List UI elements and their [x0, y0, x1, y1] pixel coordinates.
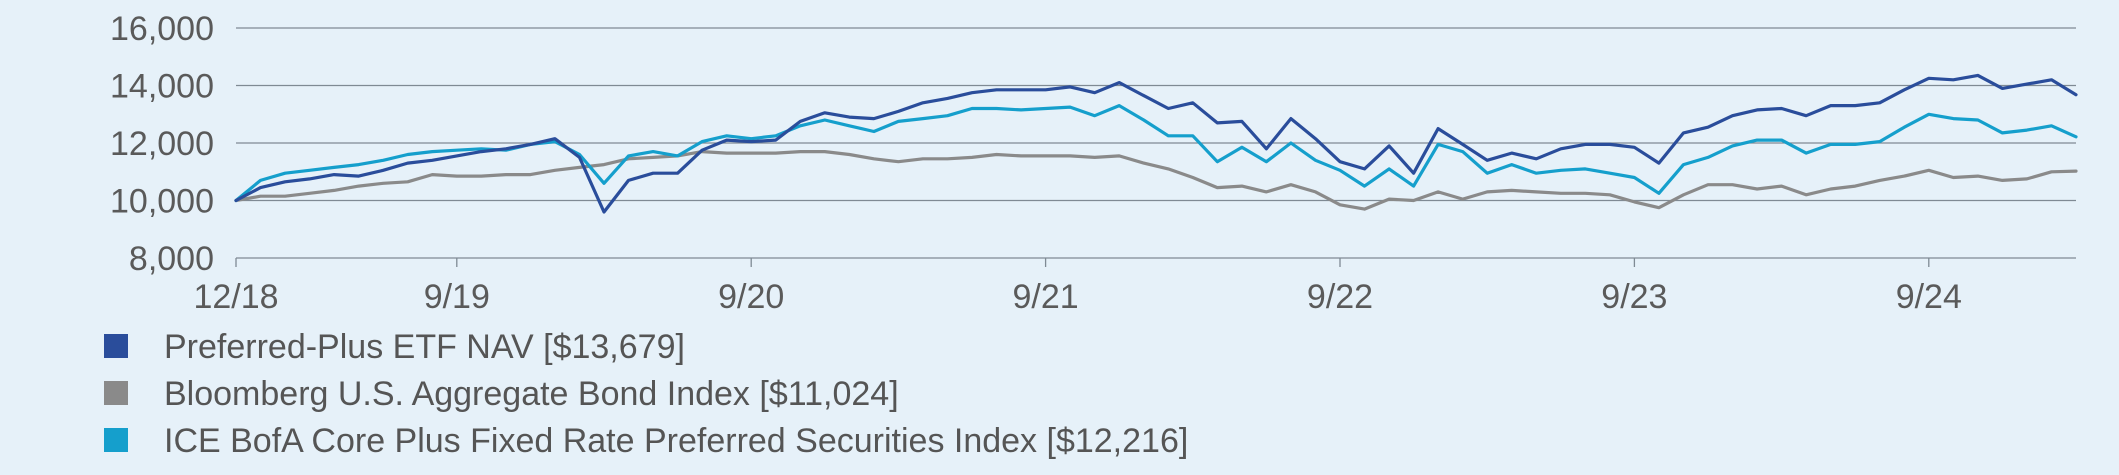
series-lines [234, 73, 2078, 214]
x-tick-label: 9/22 [1307, 278, 1373, 316]
y-tick-label: 16,000 [110, 10, 214, 48]
x-tick-label: 9/24 [1896, 278, 1962, 316]
series-line-2 [234, 103, 2078, 203]
x-tick-label: 9/23 [1601, 278, 1667, 316]
legend: Preferred-Plus ETF NAV [$13,679] Bloomber… [104, 328, 1188, 460]
x-tick-label: 12/18 [193, 278, 278, 316]
series-line-0 [234, 73, 2078, 214]
x-tick-label: 9/21 [1013, 278, 1079, 316]
legend-label-0: Preferred-Plus ETF NAV [$13,679] [164, 328, 685, 366]
x-tick-label: 9/20 [718, 278, 784, 316]
legend-swatch-0 [104, 334, 128, 358]
gridlines [236, 27, 2076, 259]
y-tick-label: 14,000 [110, 68, 214, 106]
y-tick-label: 8,000 [129, 240, 214, 278]
legend-label-2: ICE BofA Core Plus Fixed Rate Preferred … [164, 422, 1188, 460]
y-tick-label: 12,000 [110, 125, 214, 163]
legend-label-1: Bloomberg U.S. Aggregate Bond Index [$11… [164, 375, 899, 413]
legend-swatch-2 [104, 428, 128, 452]
y-axis: 8,000 10,000 12,000 14,000 16,000 [110, 10, 214, 278]
y-tick-label: 10,000 [110, 183, 214, 221]
series-line-1 [234, 150, 2078, 211]
legend-swatch-1 [104, 381, 128, 405]
x-tick-label: 9/19 [424, 278, 490, 316]
x-axis: 12/18 9/19 9/20 9/21 9/22 9/23 9/24 [193, 258, 1962, 316]
